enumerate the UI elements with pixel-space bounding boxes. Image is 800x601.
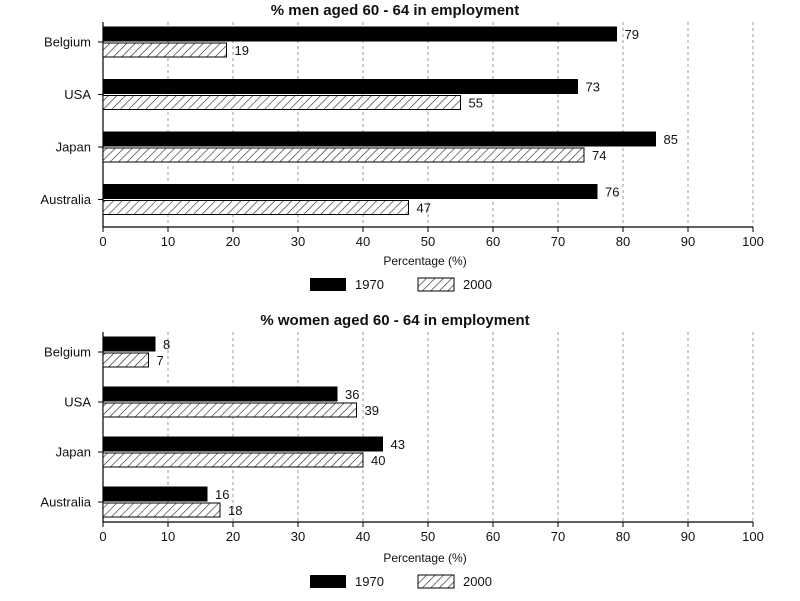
legend-swatch-1970 [310,575,346,588]
data-label-usa-2000: 55 [469,96,483,111]
bar-belgium-1970 [102,336,156,352]
data-label-belgium-1970: 79 [625,27,639,42]
category-label-usa: USA [64,87,91,102]
bar-australia-1970 [102,184,598,199]
data-label-japan-1970: 85 [664,132,678,147]
data-label-usa-1970: 73 [586,80,600,95]
x-tick-label: 50 [421,234,435,249]
data-label-japan-2000: 40 [371,453,385,468]
bar-australia-2000 [102,502,221,518]
legend-label-1970: 1970 [355,277,384,292]
category-label-japan: Japan [56,445,91,460]
legend-swatch-2000 [417,574,455,589]
bar-belgium-2000 [102,352,149,368]
category-label-australia: Australia [40,495,91,510]
data-label-japan-1970: 43 [391,437,405,452]
category-label-belgium: Belgium [44,345,91,360]
bar-australia-2000 [102,200,409,215]
bar-belgium-2000 [102,42,227,58]
bar-belgium-1970 [102,26,617,42]
x-tick-label: 30 [291,529,305,544]
x-tick-label: 100 [742,234,764,249]
bar-usa-1970 [102,79,578,94]
legend-swatch-1970 [310,278,346,291]
x-tick-label: 40 [356,529,370,544]
men-employment-chart: % men aged 60 - 64 in employment Percent… [40,2,763,292]
legend-label-1970: 1970 [355,574,384,589]
x-axis-label: Percentage (%) [383,551,466,565]
x-tick-label: 40 [356,234,370,249]
chart-title: % men aged 60 - 64 in employment [271,2,519,19]
x-tick-label: 50 [421,529,435,544]
legend: 1970 2000 [310,574,492,589]
x-tick-label: 90 [681,529,695,544]
x-tick-label: 10 [161,234,175,249]
x-tick-label: 60 [486,529,500,544]
x-tick-label: 20 [226,234,240,249]
category-label-usa: USA [64,395,91,410]
data-label-japan-2000: 74 [592,148,606,163]
x-tick-label: 60 [486,234,500,249]
legend-label-2000: 2000 [463,574,492,589]
chart-title: % women aged 60 - 64 in employment [260,312,529,329]
legend: 1970 2000 [310,277,492,292]
x-tick-label: 90 [681,234,695,249]
data-label-australia-1970: 16 [215,487,229,502]
x-axis-label: Percentage (%) [383,254,466,268]
category-label-belgium: Belgium [44,35,91,50]
gridlines [167,332,754,522]
bar-usa-1970 [102,386,338,402]
bar-japan-1970 [102,131,656,147]
x-tick-label: 70 [551,529,565,544]
x-tick-label: 30 [291,234,305,249]
data-label-belgium-2000: 7 [157,353,164,368]
x-tick-label: 10 [161,529,175,544]
women-employment-chart: % women aged 60 - 64 in employment Perce… [40,312,763,589]
bar-usa-2000 [102,402,357,418]
bar-japan-2000 [102,452,364,468]
x-axis-ticks: 0 10 20 30 40 50 60 70 80 90 100 [99,227,764,249]
x-tick-label: 20 [226,529,240,544]
x-axis-ticks: 0 10 20 30 40 50 60 70 80 90 100 [99,522,764,544]
category-label-australia: Australia [40,192,91,207]
category-label-japan: Japan [56,140,91,155]
data-label-australia-2000: 18 [228,503,242,518]
legend-swatch-2000 [417,277,455,292]
bar-japan-2000 [102,147,585,163]
x-tick-label: 80 [616,234,630,249]
data-label-australia-1970: 76 [605,185,619,200]
bar-australia-1970 [102,486,208,502]
x-tick-label: 80 [616,529,630,544]
data-label-belgium-2000: 19 [235,43,249,58]
data-label-usa-1970: 36 [345,387,359,402]
x-tick-label: 0 [99,529,106,544]
bar-usa-2000 [102,95,461,110]
data-label-australia-2000: 47 [417,201,431,216]
x-tick-label: 0 [99,234,106,249]
legend-label-2000: 2000 [463,277,492,292]
data-label-belgium-1970: 8 [163,337,170,352]
x-tick-label: 100 [742,529,764,544]
data-label-usa-2000: 39 [365,403,379,418]
bar-japan-1970 [102,436,383,452]
x-tick-label: 70 [551,234,565,249]
